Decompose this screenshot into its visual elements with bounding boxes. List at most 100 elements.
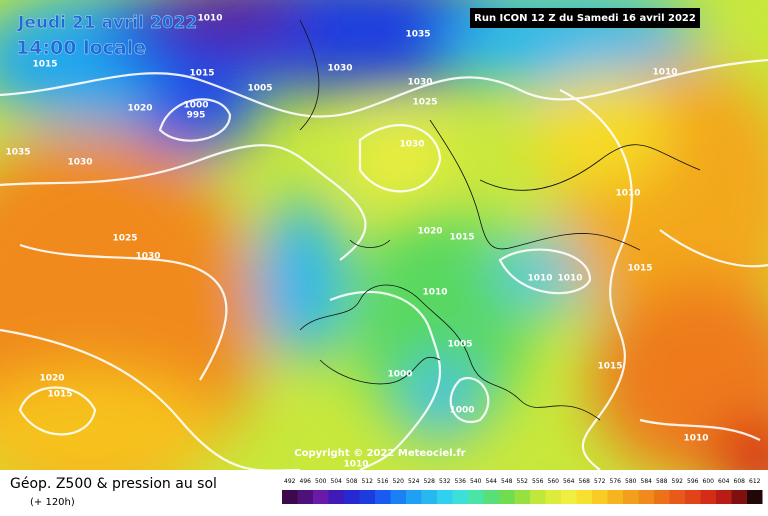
scale-swatch [437, 490, 453, 504]
scale-label: 560 [548, 478, 560, 485]
scale-swatch [328, 490, 344, 504]
copyright: Copyright © 2022 Meteociel.fr [294, 448, 465, 459]
scale-swatch [452, 490, 468, 504]
isobar-label: 1015 [597, 362, 622, 372]
scale-label: 596 [687, 478, 699, 485]
isobar-label: 1015 [449, 233, 474, 243]
scale-swatch [607, 490, 623, 504]
scale-label: 568 [579, 478, 591, 485]
scale-swatch [731, 490, 747, 504]
scale-swatch [592, 490, 608, 504]
isobar-label: 1025 [412, 98, 437, 108]
scale-swatch [530, 490, 546, 504]
scale-label: 496 [300, 478, 312, 485]
scale-label: 600 [703, 478, 715, 485]
forecast-date: Jeudi 21 avril 2022 [17, 13, 197, 33]
scale-label: 548 [501, 478, 513, 485]
scale-swatch [390, 490, 406, 504]
scale-swatch [623, 490, 639, 504]
scale-swatch [344, 490, 360, 504]
color-scale: 492 496 500 504 508 512 516 520 524 528 532 536 540 5… [282, 478, 763, 504]
scale-swatch [638, 490, 654, 504]
scale-label: 540 [470, 478, 482, 485]
isobar-label: 1015 [47, 390, 72, 400]
isobar-label: 1030 [327, 64, 352, 74]
isobar-label: 1030 [407, 78, 432, 88]
isobar-label: 1010 [422, 288, 447, 298]
scale-label: 592 [672, 478, 684, 485]
isobar-label: 1010 [197, 14, 222, 24]
scale-label: 576 [610, 478, 622, 485]
scale-label: 500 [315, 478, 327, 485]
isobar-label: 1020 [417, 227, 442, 237]
run-box [470, 8, 700, 28]
scale-label: 516 [377, 478, 389, 485]
scale-label: 588 [656, 478, 668, 485]
scale-swatch [375, 490, 391, 504]
scale-swatch [359, 490, 375, 504]
scale-swatch [716, 490, 732, 504]
isobar-label: 1010 [683, 434, 708, 444]
isobar-label: 1005 [247, 84, 272, 94]
isobar-label: 1010 [615, 189, 640, 199]
scale-label: 584 [641, 478, 653, 485]
scale-label: 532 [439, 478, 451, 485]
isobar-label: 1000 [183, 101, 208, 111]
scale-swatch [421, 490, 437, 504]
scale-swatch [654, 490, 670, 504]
scale-swatch [406, 490, 422, 504]
isobar-label: 995 [187, 111, 206, 121]
scale-swatch [747, 490, 763, 504]
run-info: Run ICON 12 Z du Samedi 16 avril 2022 [474, 13, 696, 24]
scale-swatch [282, 490, 298, 504]
isobar-label: 1030 [135, 252, 160, 262]
scale-label: 564 [563, 478, 575, 485]
scale-label: 528 [424, 478, 436, 485]
scale-label: 524 [408, 478, 420, 485]
scale-label: 504 [331, 478, 343, 485]
scale-swatch [297, 490, 313, 504]
scale-swatch [483, 490, 499, 504]
isobar-label: 1035 [5, 148, 30, 158]
scale-label: 536 [455, 478, 467, 485]
isobar-label: 1005 [447, 340, 472, 350]
scale-swatch [468, 490, 484, 504]
isobar-labels: 1010 1035 1015 1030 1005 1015 1030 1025 1020 1000… [5, 14, 708, 470]
scale-label: 572 [594, 478, 606, 485]
scale-swatch [576, 490, 592, 504]
scale-label: 512 [362, 478, 374, 485]
isobar-label: 1015 [189, 69, 214, 79]
isobar-label: 1035 [405, 30, 430, 40]
scale-swatch [545, 490, 561, 504]
scale-swatch [514, 490, 530, 504]
scale-swatch [700, 490, 716, 504]
scale-label: 608 [734, 478, 746, 485]
coastlines [299, 19, 701, 421]
isobars [0, 58, 768, 470]
footer-title: Géop. Z500 & pression au sol [10, 476, 217, 492]
scale-swatch [499, 490, 515, 504]
scale-label: 520 [393, 478, 405, 485]
scale-swatch [685, 490, 701, 504]
isobar-label: 1015 [627, 264, 652, 274]
scale-label: 612 [749, 478, 761, 485]
scale-swatch [669, 490, 685, 504]
isobar-label: 1030 [67, 158, 92, 168]
scale-label: 552 [517, 478, 529, 485]
isobar-label: 1025 [112, 234, 137, 244]
scale-label: 544 [486, 478, 498, 485]
scale-label: 556 [532, 478, 544, 485]
scale-label: 604 [718, 478, 730, 485]
forecast-time: 14:00 locale [16, 37, 146, 59]
footer-subtitle: (+ 120h) [30, 497, 75, 508]
scale-swatch [313, 490, 329, 504]
isobar-label: 1010 [557, 274, 582, 284]
scale-label: 508 [346, 478, 358, 485]
scale-label: 580 [625, 478, 637, 485]
isobar-label: 1000 [449, 406, 474, 416]
isobar-label: 1010 [343, 460, 368, 470]
isobar-label: 1020 [127, 104, 152, 114]
